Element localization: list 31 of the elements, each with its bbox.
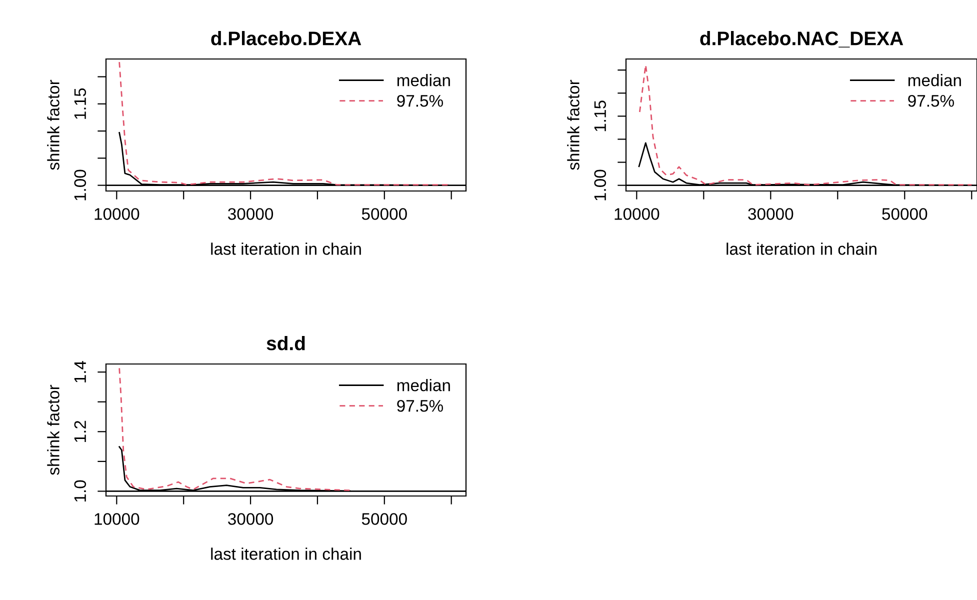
y-tick-label: 1.00: [74, 170, 86, 200]
x-tick-label: 30000: [228, 513, 274, 525]
y-tick-label: 1.2: [74, 420, 86, 442]
x-tick-label: 10000: [94, 513, 140, 525]
y-tick-label: 1.0: [74, 480, 86, 502]
y-tick-label: 1.00: [594, 170, 606, 200]
x-tick-label: 50000: [362, 208, 407, 220]
chart-title: d.Placebo.NAC_DEXA: [700, 31, 904, 48]
legend-label: median: [397, 379, 450, 392]
legend-label: median: [397, 74, 450, 86]
legend-label: 97.5%: [397, 94, 444, 107]
y-tick-label: 1.15: [594, 100, 606, 132]
y-axis-title: shrink factor: [47, 384, 60, 475]
y-tick-label: 1.4: [74, 360, 86, 382]
legend-label: median: [908, 74, 961, 86]
chart-title: sd.d: [266, 336, 305, 350]
legend-label: 97.5%: [397, 400, 444, 412]
legend-label: 97.5%: [908, 94, 954, 107]
x-axis-title: last iteration in chain: [726, 242, 876, 255]
x-tick-label: 50000: [882, 208, 928, 220]
x-tick-label: 30000: [228, 208, 274, 220]
x-axis-title: last iteration in chain: [211, 242, 361, 255]
x-tick-label: 30000: [748, 208, 794, 220]
chart-title: d.Placebo.DEXA: [211, 31, 362, 46]
x-axis-title: last iteration in chain: [211, 548, 361, 560]
y-tick-label: 1.15: [74, 88, 86, 119]
x-tick-label: 10000: [94, 208, 140, 220]
x-tick-label: 50000: [362, 513, 407, 525]
y-axis-title: shrink factor: [47, 80, 60, 170]
y-axis-title: shrink factor: [567, 80, 580, 170]
x-tick-label: 10000: [614, 208, 660, 220]
